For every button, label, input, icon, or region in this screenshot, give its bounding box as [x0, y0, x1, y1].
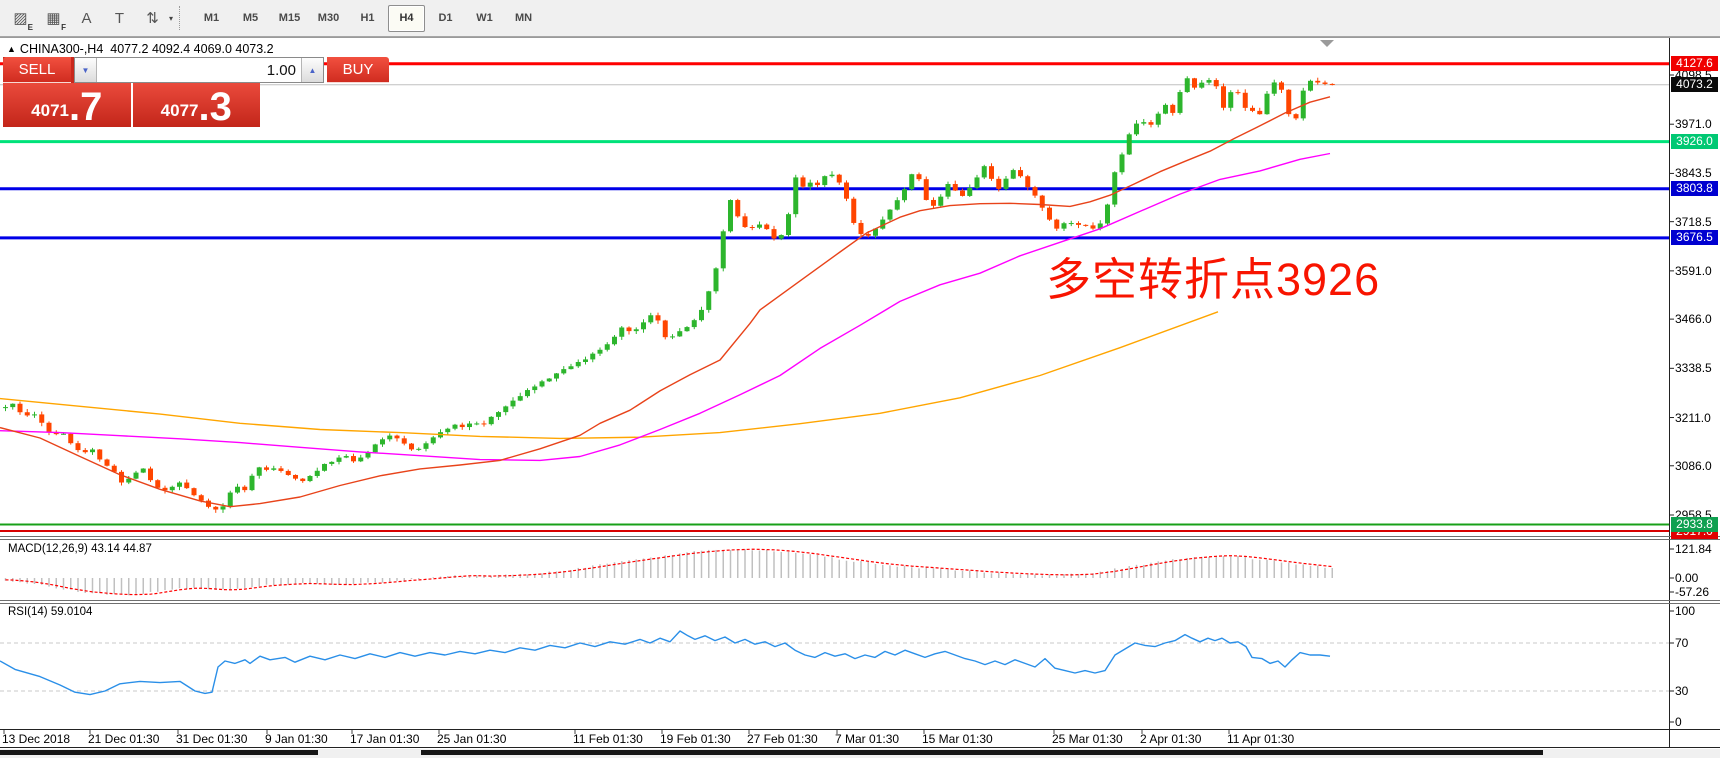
rsi-tick-label: 30 — [1675, 684, 1689, 698]
price-tick-label: 3466.0 — [1675, 312, 1712, 327]
scrollbar-thumb[interactable] — [0, 750, 318, 755]
timeframe-button-w1[interactable]: W1 — [476, 12, 493, 24]
time-axis-label: 25 Mar 01:30 — [1052, 732, 1123, 746]
time-axis-label: 27 Feb 01:30 — [747, 732, 818, 746]
price-badge-2933.8: 2933.8 — [1671, 517, 1718, 533]
buy-price-int: 4077 — [160, 101, 199, 120]
hatch-pattern-e-icon[interactable]: ▨ E — [13, 10, 33, 32]
chart-shift-marker-icon — [1320, 40, 1334, 47]
collapse-trading-icon[interactable]: ▲ — [7, 44, 16, 54]
price-tick-label: 3591.0 — [1675, 263, 1712, 278]
chart-header: ▲ CHINA300-,H4 4077.2 4092.4 4069.0 4073.… — [7, 42, 274, 56]
sort-arrows-icon[interactable]: ⇅ ▾ — [146, 10, 173, 27]
font-a-icon[interactable]: A — [81, 9, 92, 27]
scrollbar-thumb[interactable] — [421, 750, 1543, 755]
volume-increase-button[interactable]: ▲ — [301, 58, 323, 82]
timeframe-button-d1[interactable]: D1 — [438, 12, 453, 24]
ohlc-values: 4077.2 4092.4 4069.0 4073.2 — [110, 42, 274, 56]
time-axis-label: 11 Feb 01:30 — [573, 732, 643, 746]
time-axis-label: 19 Feb 01:30 — [660, 732, 731, 746]
price-tick-label: 3843.5 — [1675, 166, 1712, 181]
price-tick-label: 3718.5 — [1675, 214, 1712, 229]
time-axis-label: 17 Jan 01:30 — [350, 732, 420, 746]
timeframe-button-h1[interactable]: H1 — [360, 12, 375, 24]
price-badge-3676.5: 3676.5 — [1671, 230, 1718, 246]
time-axis-label: 15 Mar 01:30 — [922, 732, 993, 746]
timeframe-button-m15[interactable]: M15 — [278, 12, 301, 24]
price-badge-4073.2: 4073.2 — [1671, 77, 1718, 93]
rsi-tick-label: 70 — [1675, 636, 1689, 650]
ma-fast-line — [0, 96, 1331, 508]
volume-control: ▼ ▲ — [74, 57, 324, 83]
sell-button[interactable]: SELL — [3, 57, 71, 83]
price-badge-3803.8: 3803.8 — [1671, 181, 1718, 197]
time-axis-label: 2 Apr 01:30 — [1140, 732, 1202, 746]
rsi-indicator-label: RSI(14) 59.0104 — [8, 606, 93, 618]
macd-histogram — [4, 549, 1333, 596]
toolbar: ▨ E ▦ F A T ⇅ ▾ M1 M5 M15 M30 H1 H4 D1 W1 MN — [0, 0, 1720, 37]
ma-slow-line — [0, 311, 1219, 440]
rsi-line — [0, 630, 1331, 696]
time-axis-label: 11 Apr 01:30 — [1227, 732, 1295, 746]
price-badge-3926.0: 3926.0 — [1671, 134, 1718, 150]
volume-input[interactable] — [97, 58, 301, 82]
buy-price-button[interactable]: 4077.3 — [132, 83, 260, 130]
macd-signal-line — [5, 548, 1333, 596]
timeframe-button-h4[interactable]: H4 — [388, 4, 425, 32]
time-axis-label: 21 Dec 01:30 — [88, 732, 160, 746]
candles-group — [3, 76, 1335, 513]
chart-annotation-text: 多空转折点3926 — [1046, 254, 1381, 305]
symbol-title: CHINA300-,H4 — [19, 42, 104, 56]
price-tick-label: 3086.0 — [1675, 458, 1712, 473]
macd-tick-label: 0.00 — [1675, 571, 1699, 585]
price-tick-label: 3338.5 — [1675, 361, 1712, 376]
price-tick-label: 3211.0 — [1675, 410, 1711, 425]
ma-mid-line — [0, 152, 1331, 462]
buy-price-frac: .3 — [198, 85, 232, 130]
sell-price-int: 4071 — [31, 101, 69, 120]
timeframe-button-mn[interactable]: MN — [514, 12, 533, 24]
grid-f-icon[interactable]: ▦ F — [46, 10, 66, 32]
toolbar-separator — [179, 6, 186, 30]
sell-price-button[interactable]: 4071.7 — [3, 83, 133, 127]
macd-tick-label: 121.84 — [1675, 542, 1712, 556]
timeframe-button-m1[interactable]: M1 — [203, 12, 220, 24]
time-axis-label: 13 Dec 2018 — [2, 732, 71, 746]
timeframe-button-m30[interactable]: M30 — [317, 12, 340, 24]
horizontal-scrollbar[interactable] — [0, 749, 1720, 758]
timeframe-button-m5[interactable]: M5 — [242, 12, 259, 24]
time-axis-label: 31 Dec 01:30 — [176, 732, 248, 746]
time-axis-label: 7 Mar 01:30 — [835, 732, 900, 746]
one-click-trading-panel: SELL ▼ ▲ BUY 4071.7 4077.3 — [3, 57, 389, 130]
macd-values: 43.14 44.87 — [91, 543, 152, 555]
macd-indicator-label: MACD(12,26,9) 43.14 44.87 — [8, 543, 152, 555]
rsi-tick-label: 100 — [1675, 604, 1696, 618]
price-badge-4127.6: 4127.6 — [1671, 56, 1718, 72]
rsi-tick-label: 0 — [1675, 715, 1682, 729]
buy-button[interactable]: BUY — [327, 57, 389, 83]
sell-price-frac: .7 — [68, 85, 103, 130]
time-axis-label: 9 Jan 01:30 — [265, 732, 328, 746]
price-tick-label: 3971.0 — [1675, 117, 1712, 132]
macd-tick-label: -57.26 — [1675, 585, 1710, 599]
rsi-values: 59.0104 — [50, 606, 93, 618]
volume-decrease-button[interactable]: ▼ — [75, 58, 97, 82]
text-box-t-icon[interactable]: T — [114, 9, 125, 27]
time-axis-label: 25 Jan 01:30 — [437, 732, 507, 746]
